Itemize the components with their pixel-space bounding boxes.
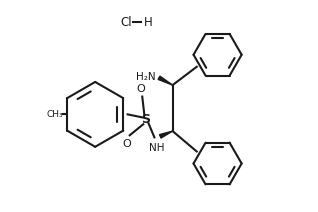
- Text: O: O: [137, 84, 146, 94]
- Text: H₂N: H₂N: [136, 72, 156, 82]
- Polygon shape: [158, 76, 173, 85]
- Polygon shape: [160, 131, 173, 138]
- Text: Cl: Cl: [120, 16, 132, 29]
- Text: CH₃: CH₃: [46, 110, 63, 119]
- Text: NH: NH: [149, 143, 165, 153]
- Text: H: H: [144, 16, 153, 29]
- Text: O: O: [123, 139, 132, 149]
- Text: S: S: [141, 113, 150, 126]
